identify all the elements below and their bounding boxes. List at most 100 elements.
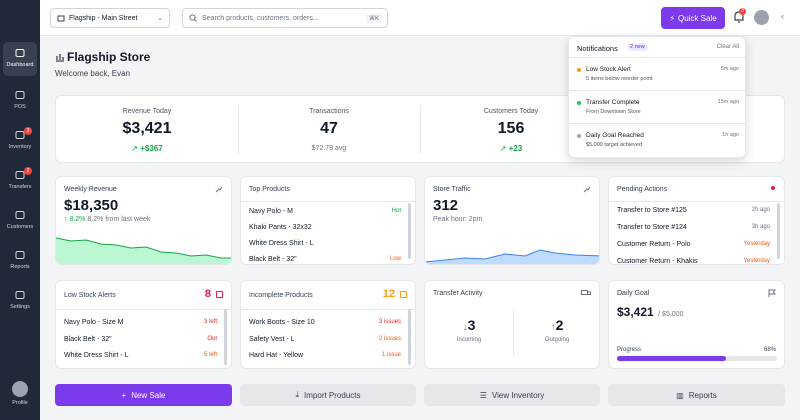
page-subtitle: Welcome back, Evan (55, 69, 130, 78)
low-stock-card: Low Stock Alerts Navy Polo - Size M 3 left… (55, 280, 232, 369)
nav-item[interactable]: Dashboard (3, 42, 37, 76)
kpi-value: $3,421 (122, 120, 172, 137)
incoming-label: Incoming (456, 337, 482, 343)
item-name: Transfer to Store #124 (617, 224, 687, 231)
item-name: Navy Polo - M (249, 208, 293, 215)
progress-track (617, 356, 777, 361)
incoming-count: ↓3 (425, 317, 513, 333)
alert-icon (400, 291, 407, 298)
weekly-revenue-card: Weekly Revenue $18,350 ↑ 8.2% 8.2% from … (55, 176, 232, 265)
notification-title: Transfer Complete (586, 99, 640, 106)
list-row: Black Belt - 32" Out (64, 336, 217, 343)
expand-icon[interactable] (583, 185, 591, 193)
item-tag: 2h ago (751, 207, 770, 213)
nav-icon (15, 49, 25, 57)
list-row: Navy Polo - M Hot (249, 208, 401, 215)
divider (569, 57, 745, 58)
trend-arrow: ↗ (131, 144, 141, 153)
nav-item[interactable]: POS (3, 84, 37, 118)
nav-badge: 2 (24, 167, 32, 175)
item-tag: Yesterday (743, 258, 770, 264)
profile-avatar (12, 381, 28, 397)
trend-arrow: ↗ (499, 144, 509, 153)
alert-icon (216, 291, 223, 298)
card-title: Pending Actions (617, 186, 668, 193)
item-tag: 1 issue (381, 352, 401, 358)
notification-dot (577, 68, 581, 72)
nav-item[interactable]: Inventory 3 (3, 124, 37, 158)
top-bar: Flagship - Main Street ⌄ Search products… (40, 0, 800, 36)
traffic-note: Peak hour: 2pm (433, 216, 483, 223)
card-title: Weekly Revenue (64, 186, 117, 193)
alert-count: 12 (382, 288, 395, 300)
quick-sale-label: Quick Sale (677, 13, 717, 23)
list-row: Hard Hat - Yellow 1 issue (249, 352, 401, 359)
action-button[interactable]: ▥ Reports (608, 384, 785, 406)
progress-text: 68% (763, 347, 776, 353)
flag-icon (768, 289, 776, 297)
notification-detail: 5 items below reorder point (586, 76, 653, 82)
nav-icon (15, 171, 25, 179)
card-title: Incomplete Products (249, 292, 313, 299)
expand-icon[interactable] (215, 185, 223, 193)
transfer-activity-card: Transfer Activity ↓3 Incoming ↑2 Outgoin… (424, 280, 600, 369)
nav-icon (15, 91, 25, 99)
down-arrow: ↓ (462, 322, 468, 333)
store-icon (57, 15, 65, 22)
outgoing-value: 2 (555, 317, 564, 333)
avatar[interactable] (754, 10, 769, 25)
card-title: Daily Goal (617, 290, 650, 297)
truck-icon (581, 290, 591, 295)
nav-item[interactable]: Transfers 2 (3, 164, 37, 198)
bolt-icon: ⚡ (669, 13, 675, 23)
card-title: Transfer Activity (433, 290, 483, 297)
list-row: Customer Return - Polo Yesterday (617, 241, 770, 248)
top-products-card: Top Products Navy Polo - M Hot Khaki Pants … (240, 176, 416, 265)
nav-item[interactable]: Customers (3, 204, 37, 238)
item-name: Black Belt - 32" (64, 336, 112, 343)
notification-detail: From Downtown Store (586, 109, 641, 115)
outgoing-label: Outgoing (544, 337, 570, 343)
scrollbar (777, 203, 780, 259)
daily-goal-card: Daily Goal $3,421 / $5,000 Progress 68% (608, 280, 785, 369)
change-note: 8.2% from last week (87, 216, 151, 223)
status-dot (771, 186, 775, 190)
button-label: Import Products (304, 390, 361, 400)
store-selector[interactable]: Flagship - Main Street ⌄ (50, 8, 170, 28)
notification-time: 5m ago (720, 66, 739, 72)
nav-label: Inventory (8, 144, 32, 150)
nav-item[interactable]: Reports (3, 244, 37, 278)
divider (238, 106, 239, 154)
kpi-value: 47 (320, 120, 338, 137)
nav-icon (15, 251, 25, 259)
clear-all[interactable]: Clear All (716, 44, 739, 50)
revenue-sparkline (56, 237, 231, 264)
item-name: Hard Hat - Yellow (249, 352, 304, 359)
item-tag: 3h ago (751, 224, 770, 230)
incomplete-products-card: Incomplete Products Work Boots - Size 10 3… (240, 280, 416, 369)
quick-sale-button[interactable]: ⚡ Quick Sale (661, 7, 725, 29)
notification-title: Low Stock Alert (586, 66, 631, 73)
profile-label: Profile (12, 400, 28, 406)
item-name: Khaki Pants - 32x32 (249, 224, 312, 231)
new-badge: 2 new (627, 43, 648, 51)
item-name: Black Belt - 32" (249, 256, 297, 263)
nav-label: Transfers (8, 184, 32, 190)
search-box[interactable]: Search products, customers, orders... ⌘K (182, 8, 388, 28)
action-button[interactable]: ⤓ Import Products (240, 384, 416, 406)
notification-title: Daily Goal Reached (586, 132, 644, 139)
collapse-chevron[interactable]: ‹ (781, 11, 784, 21)
nav-icon (15, 131, 25, 139)
item-name: Work Boots - Size 10 (249, 319, 315, 326)
divider (609, 201, 784, 202)
nav-item[interactable]: Settings (3, 284, 37, 318)
action-button[interactable]: ☰ View Inventory (424, 384, 600, 406)
item-name: White Dress Shirt - L (64, 352, 129, 359)
kpi-label: Customers Today (483, 108, 539, 115)
nav-label: Customers (6, 224, 34, 230)
pending-actions-card: Pending Actions Transfer to Store #125 2h … (608, 176, 785, 265)
nav-label: Settings (10, 304, 30, 310)
traffic-value: 312 (433, 197, 459, 214)
chart-icon (56, 54, 64, 62)
action-button[interactable]: + New Sale (55, 384, 232, 406)
